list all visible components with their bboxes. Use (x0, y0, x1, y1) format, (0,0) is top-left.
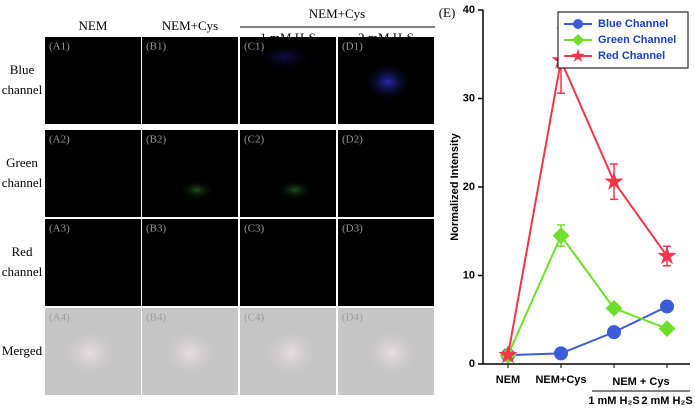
row-label: Green (6, 155, 38, 170)
panel-label: (C2) (244, 134, 265, 146)
micrograph (240, 219, 336, 306)
cell (261, 327, 321, 379)
column-header: NEM (79, 18, 108, 33)
y-tick-label: 40 (463, 4, 475, 16)
row-label: Merged (2, 343, 43, 358)
cell (60, 327, 120, 379)
x-tick-label: 2 mM H₂S (641, 395, 692, 407)
row-label: channel (2, 175, 43, 190)
panel-label: (C4) (244, 312, 265, 324)
y-tick-label: 10 (463, 269, 475, 281)
x-group-label: NEM + Cys (612, 376, 669, 388)
y-tick-label: 0 (469, 358, 475, 370)
x-tick-label: NEM (496, 374, 520, 386)
fluorescence (255, 43, 315, 71)
legend-marker (573, 19, 583, 29)
legend-label: Green Channel (598, 34, 676, 46)
y-tick-label: 30 (463, 92, 475, 104)
x-tick-label: 1 mM H₂S (588, 395, 639, 407)
marker (660, 299, 674, 314)
marker (554, 346, 568, 361)
line (507, 57, 668, 356)
micrograph (142, 219, 238, 306)
panel-label: (D2) (342, 134, 363, 146)
panel-label: (B2) (146, 134, 167, 146)
legend-marker (572, 34, 584, 46)
panel-label: (B1) (146, 41, 167, 53)
fluorescence (179, 180, 215, 200)
micrograph (338, 130, 434, 217)
legend-label: Blue Channel (598, 18, 668, 30)
micrograph (45, 219, 141, 306)
fluorescence (363, 62, 413, 102)
panel-label: (B4) (146, 312, 167, 324)
cell (160, 327, 220, 379)
panel-label: (A4) (49, 312, 70, 324)
micrograph (240, 130, 336, 217)
panel-label: (B3) (146, 223, 167, 235)
row-label: channel (2, 264, 43, 279)
micrograph (45, 37, 141, 124)
x-tick-label: NEM+Cys (535, 374, 586, 386)
row-label: Red (12, 244, 33, 259)
row-label: Blue (10, 62, 35, 77)
panel-label: (A3) (49, 223, 70, 235)
marker (552, 227, 570, 245)
micrograph (142, 130, 238, 217)
line (507, 305, 668, 357)
panel-label: (E) (439, 5, 456, 20)
row-label: channel (2, 82, 43, 97)
y-axis-label: Normalized Intensity (449, 132, 461, 240)
micrograph (45, 130, 141, 217)
marker (498, 345, 518, 364)
legend-marker (571, 48, 585, 62)
marker (605, 299, 623, 317)
micrograph (142, 37, 238, 124)
line (507, 233, 668, 356)
legend-label: Red Channel (598, 50, 665, 62)
marker (604, 171, 624, 190)
panel-label: (D1) (342, 41, 363, 53)
panel-label: (C3) (244, 223, 265, 235)
marker (657, 245, 677, 265)
micrograph (338, 219, 434, 306)
marker (658, 320, 676, 337)
column-group: NEM+Cys (309, 6, 365, 21)
y-tick-label: 20 (463, 181, 475, 193)
marker (607, 325, 621, 340)
fluorescence (277, 180, 313, 200)
panel-label: (C1) (244, 41, 265, 53)
panel-label: (D4) (342, 312, 363, 324)
column-header: NEM+Cys (162, 18, 218, 33)
cell (362, 327, 422, 379)
panel-label: (D3) (342, 223, 363, 235)
panel-label: (A1) (49, 41, 70, 53)
panel-label: (A2) (49, 134, 70, 146)
